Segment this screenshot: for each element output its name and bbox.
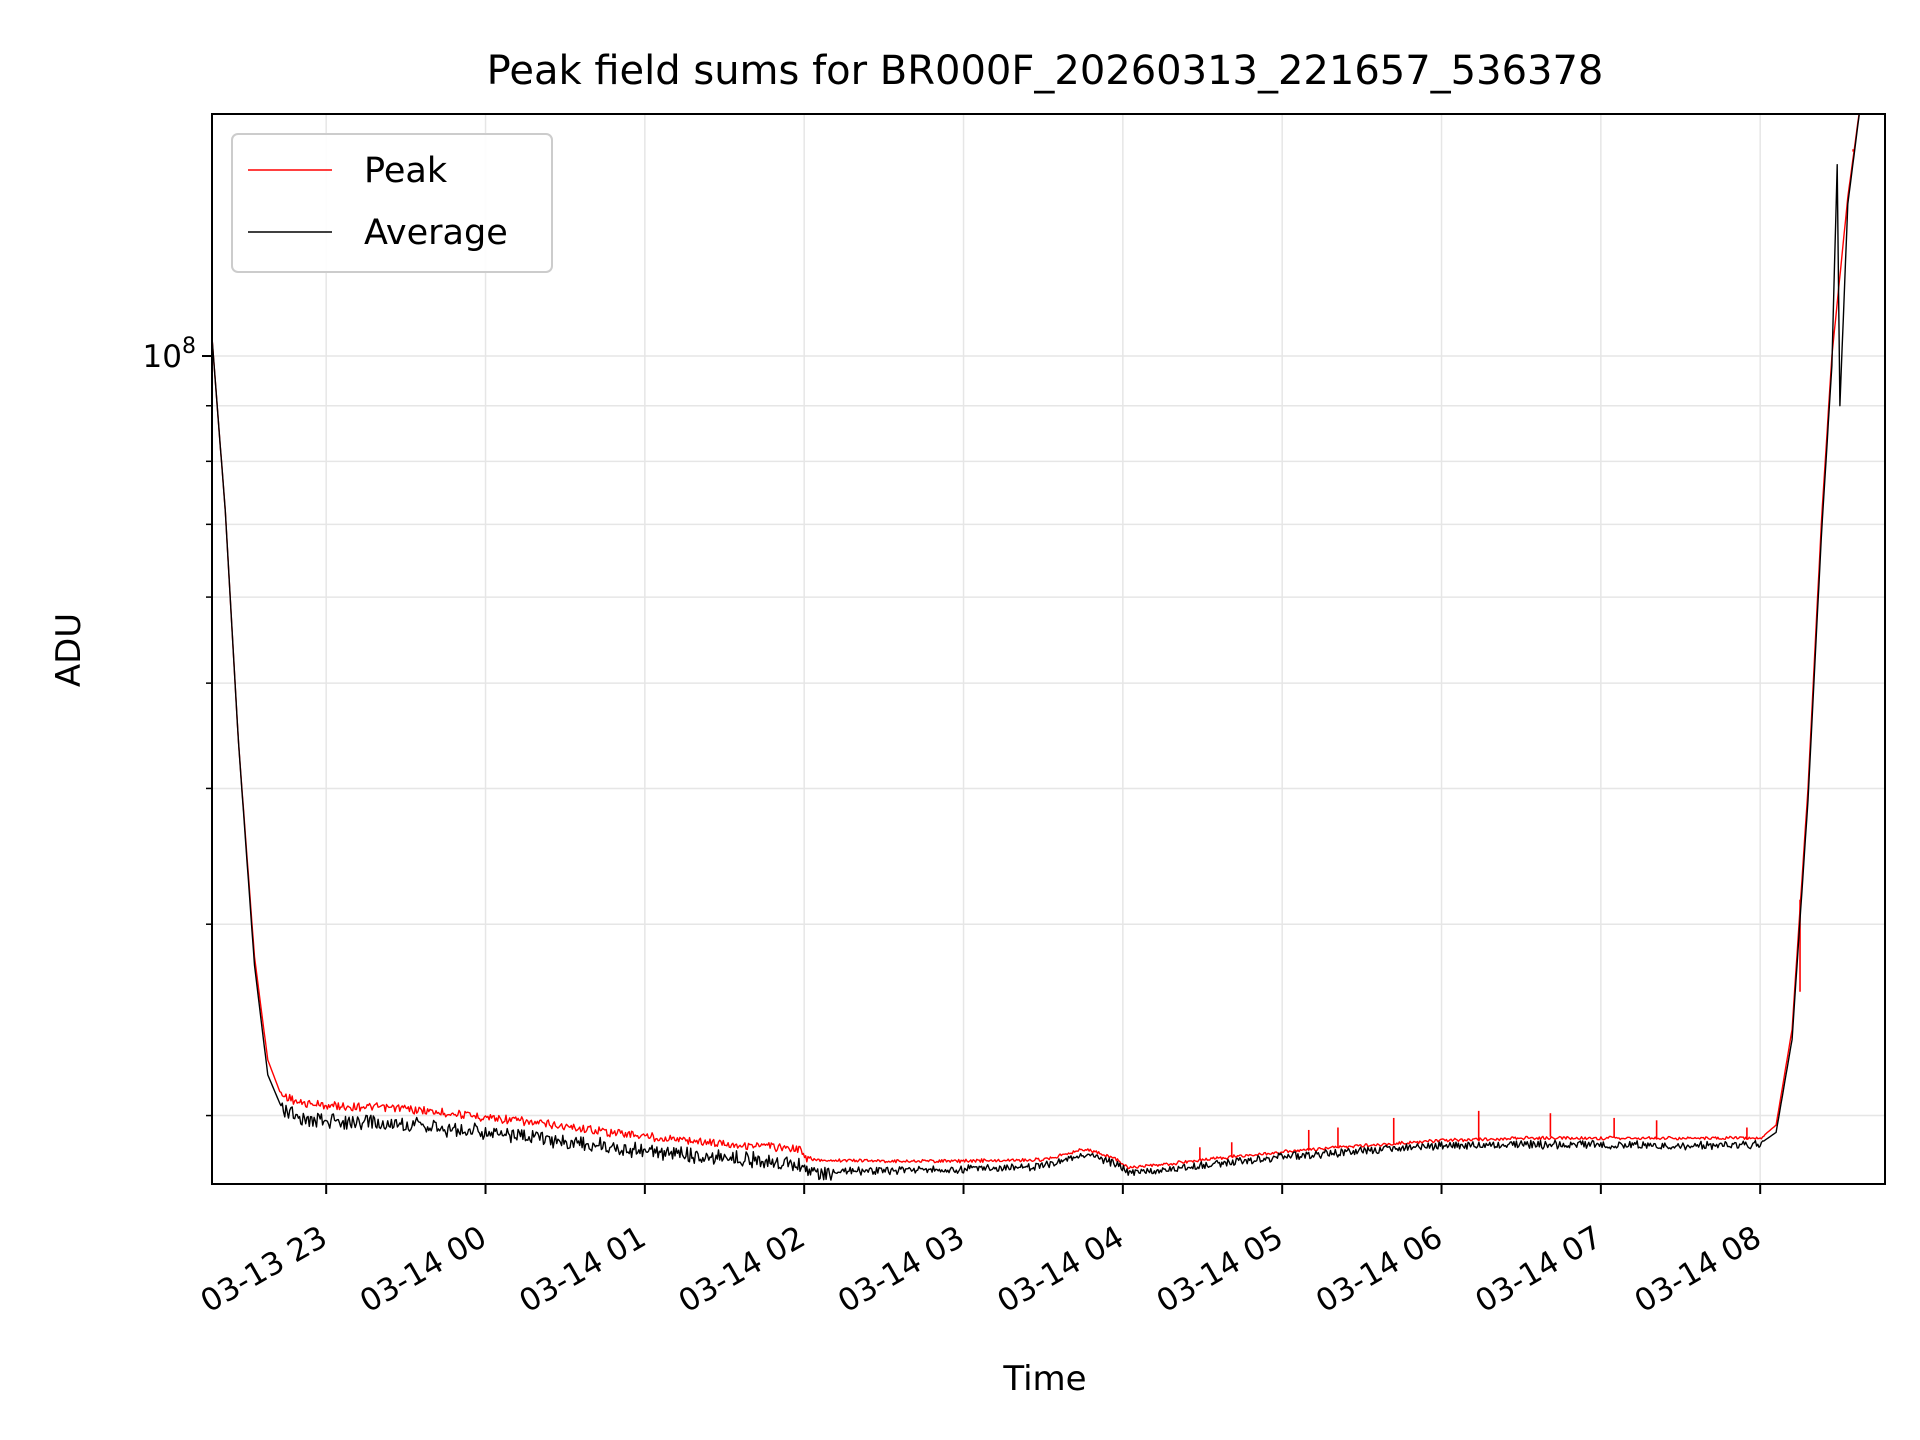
y-axis-label: ADU [49,613,89,687]
y-tick-label: 108 [143,334,196,375]
series-line-average [212,114,1861,1181]
chart-title: Peak field sums for BR000F_20260313_2216… [487,48,1604,94]
legend: Peak Average [231,133,553,273]
legend-label-peak: Peak [364,151,448,191]
legend-label-average: Average [364,213,508,253]
legend-box [231,133,553,273]
series-line-peak [212,114,1860,1170]
y-axis: 108 [143,334,212,1117]
y-tick-exponent: 8 [182,334,196,359]
x-axis-label: Time [1002,1359,1086,1399]
grid [212,114,1885,1184]
y-tick-base: 10 [143,339,182,375]
plot-frame [211,113,1886,1185]
series-layer [212,114,1861,1181]
